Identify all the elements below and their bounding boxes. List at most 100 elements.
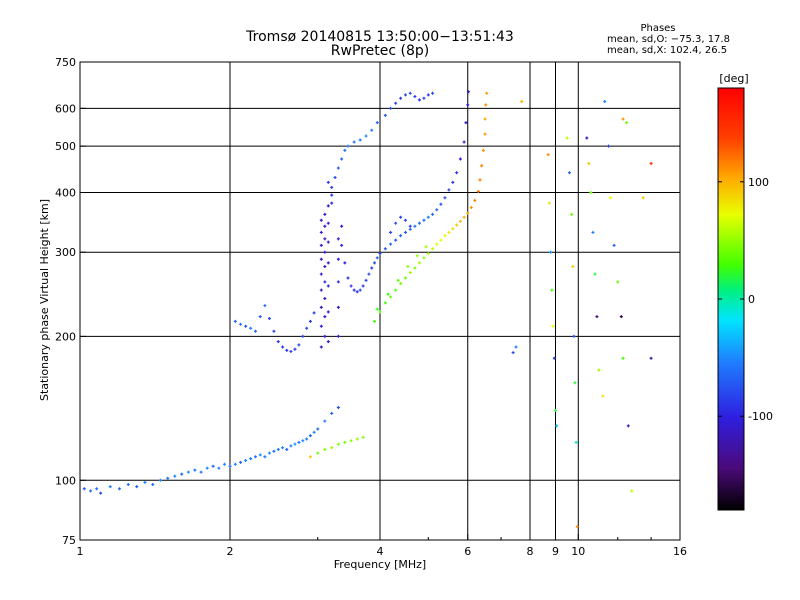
- data-point: [343, 148, 347, 152]
- data-point: [426, 252, 430, 256]
- data-point: [567, 171, 571, 175]
- data-point: [319, 257, 323, 261]
- data-point: [285, 447, 289, 451]
- data-point: [193, 468, 197, 472]
- data-point: [383, 113, 387, 117]
- data-point: [239, 322, 243, 326]
- data-point: [186, 470, 190, 474]
- data-point: [603, 100, 607, 104]
- data-point: [323, 280, 327, 284]
- y-tick-label: 200: [55, 330, 76, 343]
- data-point: [233, 462, 237, 466]
- data-point: [417, 221, 421, 225]
- data-point: [326, 240, 330, 244]
- data-point: [312, 430, 316, 434]
- data-point: [447, 188, 451, 192]
- data-point: [330, 411, 334, 415]
- data-point: [326, 204, 330, 208]
- data-point: [326, 284, 330, 288]
- data-point: [413, 224, 417, 228]
- data-point: [297, 343, 301, 347]
- data-point: [389, 295, 393, 299]
- data-point: [330, 193, 334, 197]
- data-point: [451, 227, 455, 231]
- data-point: [323, 297, 327, 301]
- data-point: [473, 198, 477, 202]
- data-point: [349, 439, 353, 443]
- data-point: [263, 304, 267, 308]
- data-point: [451, 180, 455, 184]
- data-point: [439, 202, 443, 206]
- data-point: [305, 326, 309, 330]
- x-tick-label: 9: [552, 545, 559, 558]
- data-point: [426, 93, 430, 97]
- data-point: [375, 121, 379, 125]
- data-point: [253, 329, 257, 333]
- data-point: [281, 345, 285, 349]
- y-axis-ticks: 75 100 200 300 400 500 600 750: [55, 56, 86, 547]
- data-point: [458, 219, 462, 223]
- data-point: [349, 284, 353, 288]
- data-point: [89, 489, 93, 493]
- data-point: [319, 305, 323, 309]
- data-point: [249, 457, 253, 461]
- data-point: [249, 326, 253, 330]
- data-point: [293, 347, 297, 351]
- data-point: [621, 117, 625, 121]
- data-point: [326, 340, 330, 344]
- data-point: [355, 290, 359, 294]
- data-point: [422, 256, 426, 260]
- data-point: [308, 319, 312, 323]
- data-point: [435, 208, 439, 212]
- data-point: [589, 190, 593, 194]
- data-point: [626, 424, 630, 428]
- colorbar: [717, 87, 745, 511]
- data-point: [319, 324, 323, 328]
- data-point: [619, 315, 623, 319]
- data-point: [593, 272, 597, 276]
- data-point: [297, 440, 301, 444]
- data-point: [126, 482, 130, 486]
- data-point: [358, 288, 362, 292]
- data-point: [462, 140, 466, 144]
- data-point: [608, 196, 612, 200]
- data-point: [394, 101, 398, 105]
- y-tick-label: 400: [55, 186, 76, 199]
- data-point: [396, 278, 400, 282]
- data-point: [481, 148, 485, 152]
- data-point: [217, 466, 221, 470]
- data-point: [443, 234, 447, 238]
- chart-subtitle: RwPretec (8p): [331, 43, 429, 59]
- data-point: [575, 525, 579, 529]
- data-point: [258, 453, 262, 457]
- chart-title: Tromsø 20140815 13:50:00−13:51:43: [245, 29, 514, 45]
- colorbar-tick-label: 100: [748, 176, 769, 189]
- data-point: [367, 272, 371, 276]
- data-point: [323, 237, 327, 241]
- data-point: [319, 345, 323, 349]
- data-point: [323, 224, 327, 228]
- data-point: [336, 257, 340, 261]
- data-point: [621, 356, 625, 360]
- data-point: [336, 237, 340, 241]
- y-axis-label: Stationary phase Virtual Height [km]: [38, 199, 51, 401]
- data-point: [117, 487, 121, 491]
- data-point: [301, 334, 305, 338]
- data-point: [585, 136, 589, 140]
- data-point: [244, 458, 248, 462]
- data-point: [464, 121, 468, 125]
- data-point: [330, 185, 334, 189]
- data-point: [574, 440, 578, 444]
- x-tick-label: 2: [227, 545, 234, 558]
- data-point: [370, 128, 374, 132]
- data-point: [389, 230, 393, 234]
- data-point: [422, 218, 426, 222]
- data-point: [466, 90, 470, 94]
- data-point: [305, 437, 309, 441]
- data-point: [649, 356, 653, 360]
- data-point: [343, 440, 347, 444]
- data-point: [166, 476, 170, 480]
- data-point: [336, 166, 340, 170]
- data-point: [330, 201, 334, 205]
